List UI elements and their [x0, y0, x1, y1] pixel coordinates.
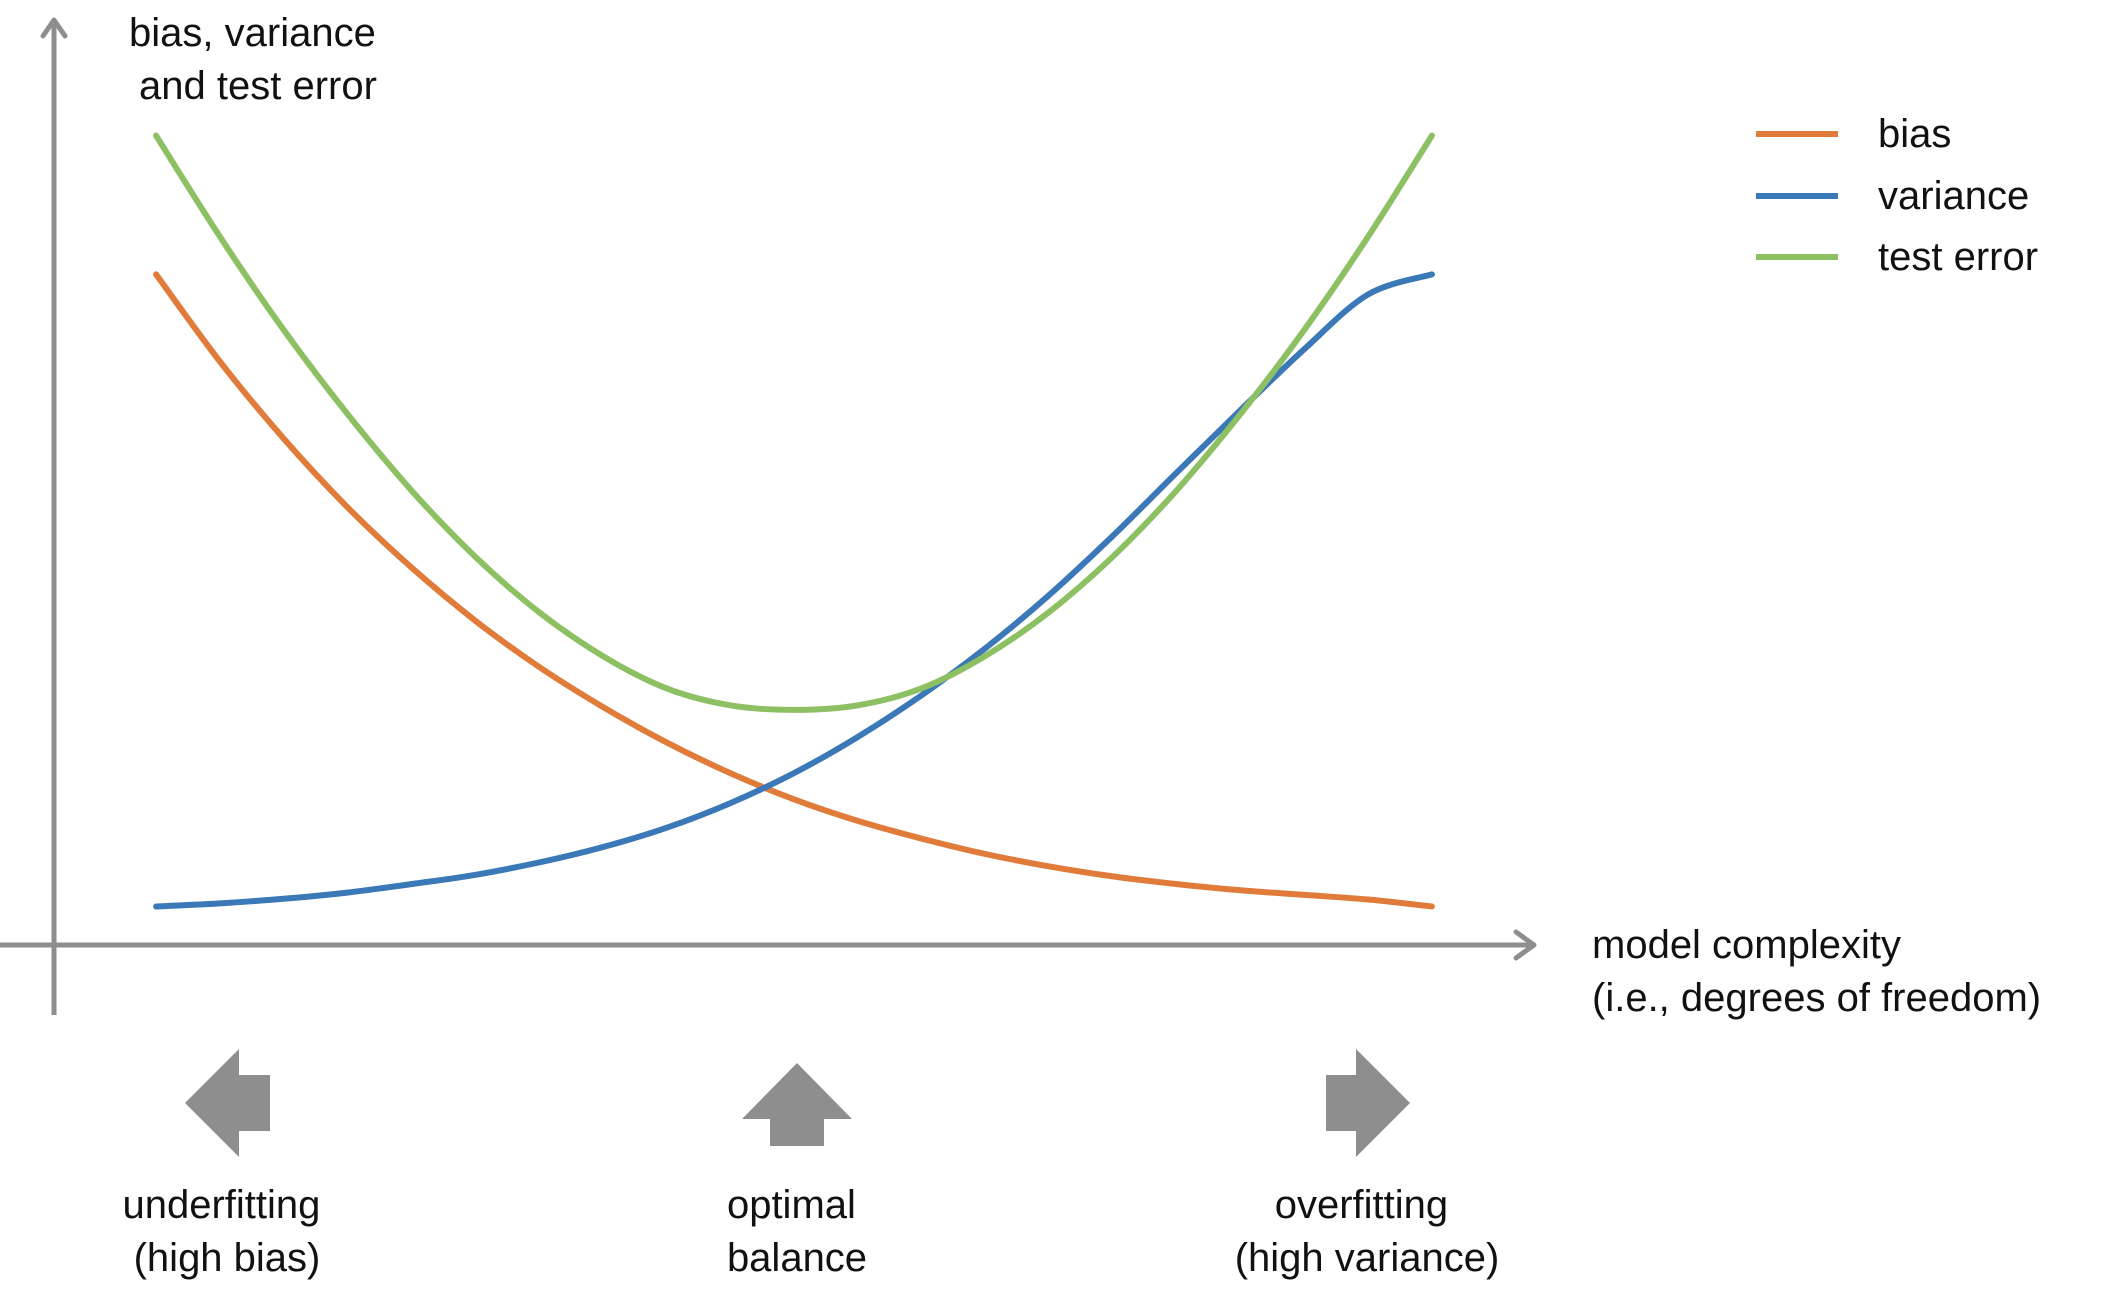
annotation-overfitting-label: overfitting (high variance): [1235, 1183, 1500, 1280]
annotation-optimal-line-1: optimal: [727, 1183, 856, 1227]
left-arrow-icon: [185, 1049, 270, 1157]
series-lines: [153, 132, 1435, 910]
y-axis-label: bias, variance and test error: [129, 11, 387, 108]
annotation-overfitting: overfitting (high variance): [1235, 1049, 1500, 1280]
x-axis-label: model complexity (i.e., degrees of freed…: [1592, 923, 2041, 1020]
legend: bias variance test error: [1756, 112, 2038, 279]
annotation-overfitting-line-2: (high variance): [1235, 1236, 1500, 1280]
series-line-bias: [153, 271, 1435, 910]
annotation-optimal-label: optimal balance: [727, 1183, 867, 1280]
legend-label-variance: variance: [1878, 174, 2029, 218]
right-arrow-icon: [1326, 1049, 1410, 1157]
legend-label-test-error: test error: [1878, 235, 2038, 279]
annotation-underfitting-label: underfitting (high bias): [122, 1183, 331, 1280]
annotation-optimal-line-2: balance: [727, 1236, 867, 1280]
y-axis-label-line-2: and test error: [139, 64, 377, 108]
annotation-underfitting: underfitting (high bias): [122, 1049, 331, 1280]
series-line-test-error: [153, 132, 1435, 713]
x-axis-label-line-1: model complexity: [1592, 923, 1901, 967]
annotation-optimal: optimal balance: [727, 1063, 867, 1280]
x-axis-label-line-2: (i.e., degrees of freedom): [1592, 976, 2041, 1020]
y-axis-label-line-1: bias, variance: [129, 11, 376, 55]
legend-label-bias: bias: [1878, 112, 1951, 156]
annotation-underfitting-line-2: (high bias): [134, 1236, 321, 1280]
up-arrow-icon: [742, 1063, 852, 1146]
x-axis-arrowhead: [1513, 929, 1537, 961]
y-axis-arrowhead: [40, 17, 68, 39]
annotation-overfitting-line-1: overfitting: [1275, 1183, 1448, 1227]
annotation-underfitting-line-1: underfitting: [122, 1183, 320, 1227]
series-line-variance: [153, 271, 1435, 910]
